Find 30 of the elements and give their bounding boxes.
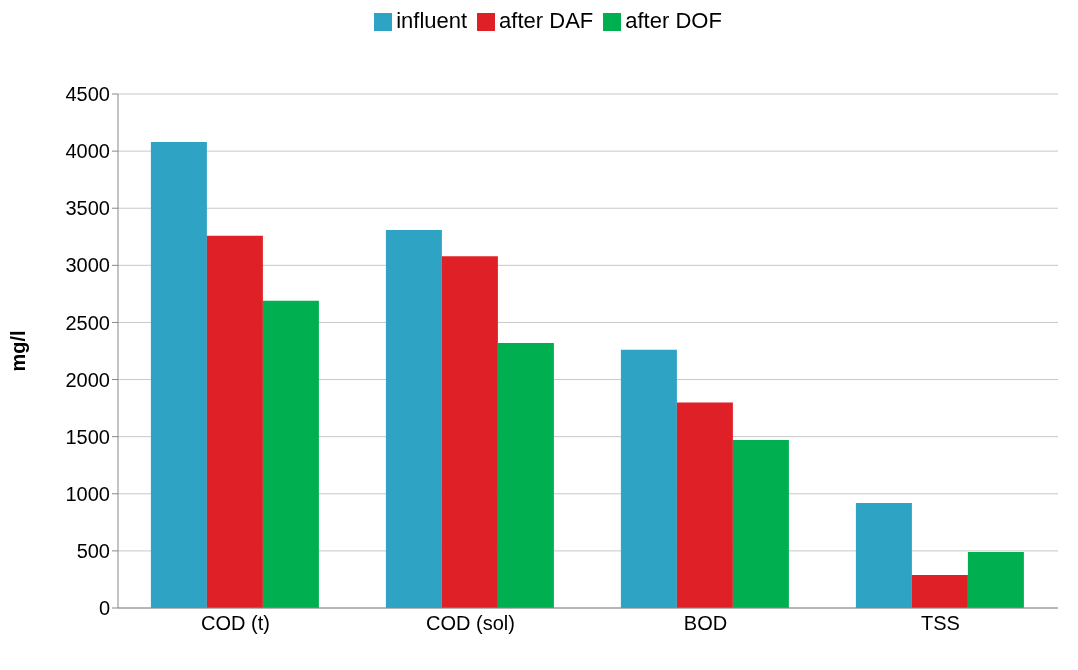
bar <box>855 502 912 608</box>
bar <box>911 574 968 608</box>
y-tick-label: 500 <box>76 539 110 562</box>
x-tick-label: COD (t) <box>201 612 270 635</box>
bar <box>732 440 789 608</box>
y-tick-label: 1500 <box>65 425 110 448</box>
bar <box>150 141 207 608</box>
legend-label: after DAF <box>499 8 594 33</box>
bar <box>676 402 733 608</box>
bar <box>620 349 677 608</box>
legend-label: after DOF <box>625 8 722 33</box>
bar <box>206 235 263 608</box>
y-tick-label: 3500 <box>65 197 110 220</box>
legend-label: influent <box>396 8 468 33</box>
y-tick-label: 4500 <box>65 83 110 106</box>
x-tick-label: BOD <box>683 612 728 635</box>
x-tick-label: COD (sol) <box>426 612 515 635</box>
bar <box>262 300 319 608</box>
bar <box>441 256 498 608</box>
y-tick-label: 4000 <box>65 140 110 163</box>
bar <box>497 343 554 608</box>
x-tick-label: TSS <box>921 612 960 635</box>
bar <box>385 229 442 608</box>
y-tick-label: 1000 <box>65 482 110 505</box>
bar <box>967 552 1024 608</box>
y-tick-label: 2500 <box>65 311 110 334</box>
y-axis-title: mg/l <box>7 330 30 372</box>
y-tick-label: 2000 <box>65 368 110 391</box>
y-tick-label: 0 <box>98 597 110 620</box>
y-tick-label: 3000 <box>65 254 110 277</box>
